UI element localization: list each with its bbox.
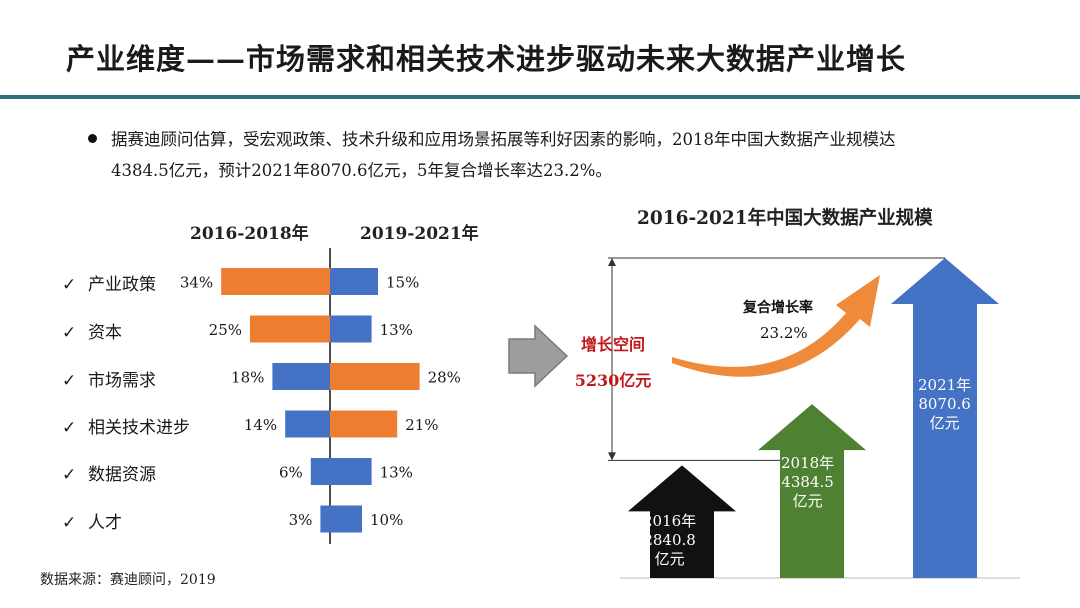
growth-space-value: 5230亿元 bbox=[574, 371, 652, 390]
factor-label: ✓ 市场需求 bbox=[62, 371, 156, 391]
factor-label: ✓ 资本 bbox=[62, 323, 122, 343]
growth-space-label: 增长空间 bbox=[580, 335, 645, 354]
summary-line-1: 据赛迪顾问估算，受宏观政策、技术升级和应用场景拓展等利好因素的影响，2018年中… bbox=[111, 130, 896, 149]
bar-2016-2018 bbox=[285, 410, 330, 438]
check-icon: ✓ bbox=[62, 323, 77, 343]
bar-2019-2021 bbox=[330, 268, 378, 295]
value-label-2016-2018: 14% bbox=[244, 416, 277, 434]
arrow-bar-2021 bbox=[891, 258, 999, 578]
right-arrow-icon bbox=[508, 324, 569, 388]
bar-2016-2018 bbox=[250, 315, 330, 343]
value-label-2019-2021: 10% bbox=[370, 511, 403, 529]
bar-2019-2021 bbox=[330, 363, 420, 390]
growth-space-annotation: 增长空间 5230亿元 bbox=[573, 327, 653, 399]
bar-2019-2021 bbox=[330, 410, 398, 438]
bar-2019-2021 bbox=[330, 505, 362, 533]
title-divider bbox=[0, 95, 1080, 99]
value-label-2016-2018: 3% bbox=[289, 511, 313, 529]
column-label-2018: 2018年 4384.5 亿元 bbox=[781, 454, 835, 510]
bar-2016-2018 bbox=[320, 505, 330, 533]
check-icon: ✓ bbox=[62, 465, 77, 485]
factor-diverging-bar-chart: 34% 15% 25% 13% 18% 28% 14% 21% 6% 13% 3% 10% bbox=[180, 248, 461, 544]
factor-label: ✓ 相关技术进步 bbox=[62, 418, 190, 438]
cagr-value: 23.2% bbox=[760, 324, 808, 342]
bar-2019-2021 bbox=[330, 315, 372, 343]
bar-2016-2018 bbox=[272, 363, 330, 390]
value-label-2019-2021: 15% bbox=[386, 274, 419, 292]
arrow-bar-2018 bbox=[758, 404, 866, 578]
value-label-2016-2018: 6% bbox=[279, 464, 303, 482]
factor-label: ✓ 人才 bbox=[62, 513, 122, 533]
value-label-2019-2021: 13% bbox=[380, 464, 413, 482]
value-label-2016-2018: 25% bbox=[209, 321, 242, 339]
check-icon: ✓ bbox=[62, 371, 77, 391]
period-label-2016-2018: 2016-2018年 bbox=[190, 224, 309, 244]
bar-2016-2018 bbox=[310, 458, 330, 485]
value-label-2019-2021: 21% bbox=[405, 416, 438, 434]
scale-chart-title: 2016-2021年中国大数据产业规模 bbox=[637, 208, 933, 229]
bar-2016-2018 bbox=[221, 268, 330, 295]
bar-2019-2021 bbox=[330, 458, 372, 485]
data-source-note: 数据来源：赛迪顾问，2019 bbox=[40, 572, 216, 588]
span-arrowhead-bottom bbox=[608, 452, 616, 461]
value-label-2019-2021: 28% bbox=[428, 369, 461, 387]
check-icon: ✓ bbox=[62, 513, 77, 533]
value-label-2016-2018: 18% bbox=[231, 369, 264, 387]
page-title: 产业维度——市场需求和相关技术进步驱动未来大数据产业增长 bbox=[66, 42, 907, 76]
column-label-2016: 2016年 2840.8 亿元 bbox=[643, 512, 697, 568]
bullet-icon bbox=[88, 134, 97, 143]
column-label-2021: 2021年 8070.6 亿元 bbox=[918, 376, 972, 432]
check-icon: ✓ bbox=[62, 418, 77, 438]
check-icon: ✓ bbox=[62, 275, 77, 295]
cagr-label: 复合增长率 bbox=[743, 300, 813, 316]
period-label-2019-2021: 2019-2021年 bbox=[360, 224, 479, 244]
summary-paragraph: 据赛迪顾问估算，受宏观政策、技术升级和应用场景拓展等利好因素的影响，2018年中… bbox=[111, 124, 1011, 186]
cagr-curved-arrow bbox=[672, 275, 880, 377]
factor-label: ✓ 产业政策 bbox=[62, 275, 156, 295]
industry-scale-arrow-chart bbox=[608, 257, 1020, 579]
summary-line-2: 4384.5亿元，预计2021年8070.6亿元，5年复合增长率达23.2%。 bbox=[111, 161, 612, 180]
arrow-bar-2016 bbox=[628, 465, 736, 578]
span-arrowhead-top bbox=[608, 258, 616, 266]
value-label-2019-2021: 13% bbox=[380, 321, 413, 339]
factor-label: ✓ 数据资源 bbox=[62, 465, 156, 485]
value-label-2016-2018: 34% bbox=[180, 274, 213, 292]
